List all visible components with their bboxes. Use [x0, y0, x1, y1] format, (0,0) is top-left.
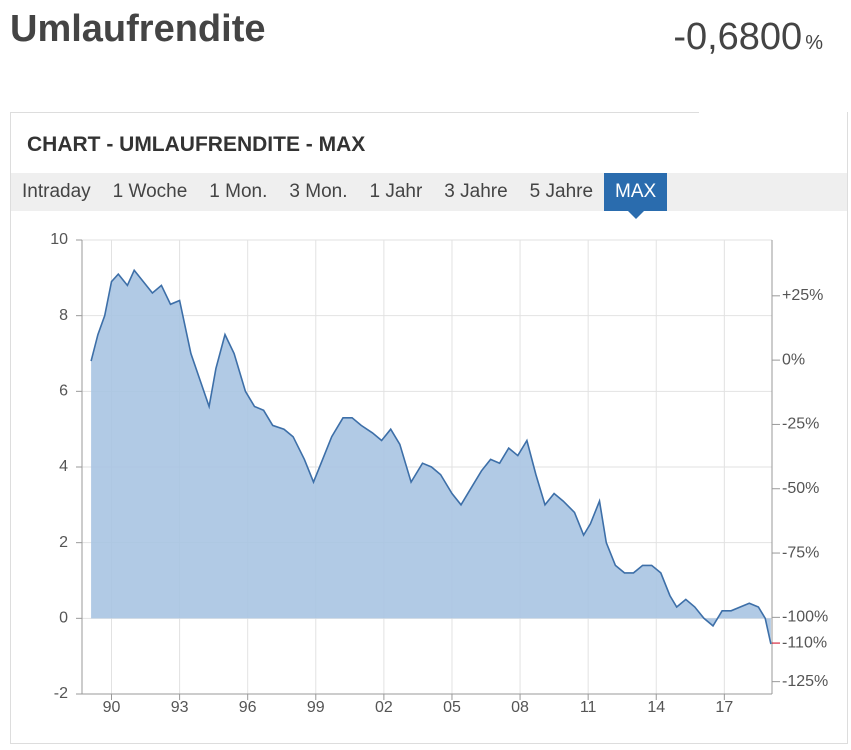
quote: -0,6800% — [673, 16, 823, 59]
x-tick-label: 90 — [103, 699, 121, 716]
y-tick-label: 6 — [59, 383, 68, 400]
x-tick-label: 14 — [647, 699, 665, 716]
tab[interactable]: Intraday — [22, 181, 91, 202]
tab[interactable]: 1 Jahr — [369, 181, 423, 202]
line — [90, 268, 772, 645]
y2-tick-label: -50% — [782, 480, 819, 497]
chart-panel: CHART - UMLAUFRENDITE - MAX Intraday 1 Wo… — [10, 107, 848, 744]
y-tick-label: -2 — [54, 685, 68, 702]
tab[interactable]: 3 Mon. — [289, 181, 348, 202]
area — [91, 270, 771, 645]
panel-title: CHART - UMLAUFRENDITE - MAX — [27, 133, 366, 156]
page-title: Umlaufrendite — [10, 8, 266, 50]
x-tick-label: 08 — [511, 699, 529, 716]
y-tick-label: 0 — [59, 610, 68, 627]
x-tick-label: 93 — [171, 699, 189, 716]
quote-value: -0,6800 — [673, 16, 803, 58]
tab-bar: Intraday 1 Woche 1 Mon. 3 Mon. 1 Jahr 3 Jahre… — [11, 173, 847, 219]
x-tick-label: 11 — [580, 699, 597, 716]
y2-tick-label: -25% — [782, 416, 819, 433]
tab[interactable]: 1 Woche — [112, 181, 188, 202]
y-tick-label: 10 — [50, 231, 68, 248]
x-tick-label: 17 — [715, 699, 733, 716]
quote-unit: % — [805, 32, 823, 54]
tab[interactable]: MAX — [604, 173, 668, 219]
y2-tick-label: -125% — [782, 673, 828, 690]
y2-tick-label: 0% — [782, 351, 805, 368]
x-tick-label: 99 — [307, 699, 325, 716]
tab[interactable]: 5 Jahre — [529, 181, 594, 202]
y2-tick-label: -75% — [782, 544, 819, 561]
y2-tick-label: -100% — [782, 609, 828, 626]
y2-tick-label: +25% — [782, 287, 823, 304]
x-tick-label: 02 — [375, 699, 393, 716]
current-marker-label: -110% — [782, 634, 827, 651]
tab[interactable]: 1 Mon. — [209, 181, 268, 202]
ad-slot — [699, 107, 847, 163]
x-tick-label: 96 — [239, 699, 257, 716]
tab[interactable]: 3 Jahre — [444, 181, 508, 202]
x-tick-label: 05 — [443, 699, 461, 716]
y-tick-label: 8 — [59, 307, 68, 324]
y-tick-label: 2 — [59, 534, 68, 551]
y-tick-label: 4 — [59, 458, 68, 475]
